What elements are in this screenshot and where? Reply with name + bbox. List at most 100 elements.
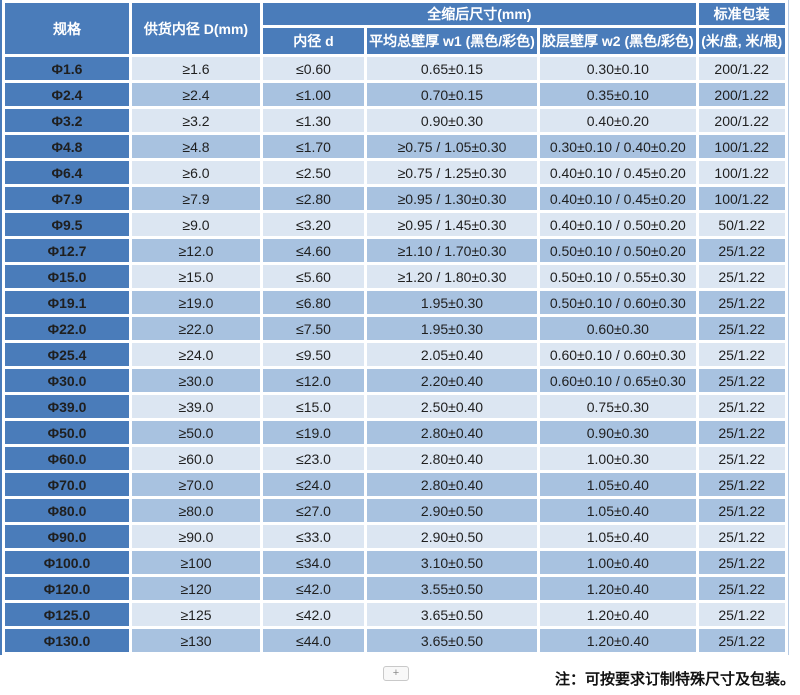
inner-diameter-cell: ≤1.30 <box>263 109 364 132</box>
table-row: Φ25.4 ≥24.0 ≤9.50 2.05±0.40 0.60±0.10 / … <box>5 343 785 366</box>
packaging-cell: 25/1.22 <box>698 447 785 470</box>
header-supply-diameter: 供货内径 D(mm) <box>132 3 260 54</box>
supply-cell: ≥50.0 <box>132 421 260 444</box>
wall-w2-cell: 0.35±0.10 <box>540 83 696 106</box>
wall-w2-cell: 1.00±0.40 <box>540 551 696 574</box>
wall-w1-cell: 2.50±0.40 <box>367 395 537 418</box>
spec-cell: Φ22.0 <box>5 317 129 340</box>
inner-diameter-cell: ≤6.80 <box>263 291 364 314</box>
inner-diameter-cell: ≤7.50 <box>263 317 364 340</box>
packaging-cell: 25/1.22 <box>698 343 785 366</box>
inner-diameter-cell: ≤24.0 <box>263 473 364 496</box>
wall-w2-cell: 1.20±0.40 <box>540 603 696 626</box>
table-row: Φ3.2 ≥3.2 ≤1.30 0.90±0.30 0.40±0.20 200/… <box>5 109 785 132</box>
wall-w2-cell: 0.40±0.10 / 0.45±0.20 <box>540 161 696 184</box>
inner-diameter-cell: ≤23.0 <box>263 447 364 470</box>
supply-cell: ≥80.0 <box>132 499 260 522</box>
spec-cell: Φ39.0 <box>5 395 129 418</box>
spec-cell: Φ130.0 <box>5 629 129 652</box>
supply-cell: ≥1.6 <box>132 57 260 80</box>
packaging-cell: 25/1.22 <box>698 239 785 262</box>
table-row: Φ2.4 ≥2.4 ≤1.00 0.70±0.15 0.35±0.10 200/… <box>5 83 785 106</box>
wall-w2-cell: 1.20±0.40 <box>540 629 696 652</box>
table-body: Φ1.6 ≥1.6 ≤0.60 0.65±0.15 0.30±0.10 200/… <box>5 57 785 652</box>
wall-w1-cell: 1.95±0.30 <box>367 317 537 340</box>
wall-w1-cell: 0.70±0.15 <box>367 83 537 106</box>
packaging-cell: 200/1.22 <box>698 109 785 132</box>
packaging-cell: 25/1.22 <box>698 499 785 522</box>
packaging-cell: 25/1.22 <box>698 369 785 392</box>
wall-w2-cell: 0.60±0.30 <box>540 317 696 340</box>
wall-w1-cell: 1.95±0.30 <box>367 291 537 314</box>
packaging-cell: 100/1.22 <box>698 187 785 210</box>
wall-w1-cell: ≥0.75 / 1.05±0.30 <box>367 135 537 158</box>
packaging-cell: 25/1.22 <box>698 551 785 574</box>
wall-w2-cell: 0.50±0.10 / 0.60±0.30 <box>540 291 696 314</box>
supply-cell: ≥24.0 <box>132 343 260 366</box>
supply-cell: ≥90.0 <box>132 525 260 548</box>
packaging-cell: 25/1.22 <box>698 603 785 626</box>
inner-diameter-cell: ≤4.60 <box>263 239 364 262</box>
supply-cell: ≥30.0 <box>132 369 260 392</box>
packaging-cell: 25/1.22 <box>698 577 785 600</box>
spec-cell: Φ6.4 <box>5 161 129 184</box>
spec-cell: Φ30.0 <box>5 369 129 392</box>
spec-cell: Φ100.0 <box>5 551 129 574</box>
wall-w2-cell: 1.05±0.40 <box>540 473 696 496</box>
expand-button[interactable]: + <box>383 666 409 681</box>
wall-w1-cell: 3.65±0.50 <box>367 603 537 626</box>
spec-cell: Φ2.4 <box>5 83 129 106</box>
wall-w2-cell: 0.40±0.10 / 0.45±0.20 <box>540 187 696 210</box>
packaging-cell: 50/1.22 <box>698 213 785 236</box>
wall-w1-cell: ≥0.95 / 1.45±0.30 <box>367 213 537 236</box>
table-row: Φ15.0 ≥15.0 ≤5.60 ≥1.20 / 1.80±0.30 0.50… <box>5 265 785 288</box>
supply-cell: ≥60.0 <box>132 447 260 470</box>
wall-w2-cell: 0.60±0.10 / 0.65±0.30 <box>540 369 696 392</box>
inner-diameter-cell: ≤27.0 <box>263 499 364 522</box>
spec-cell: Φ12.7 <box>5 239 129 262</box>
spec-cell: Φ25.4 <box>5 343 129 366</box>
wall-w1-cell: 3.65±0.50 <box>367 629 537 652</box>
wall-w1-cell: 2.90±0.50 <box>367 525 537 548</box>
inner-diameter-cell: ≤2.80 <box>263 187 364 210</box>
wall-w2-cell: 0.30±0.10 / 0.40±0.20 <box>540 135 696 158</box>
table-row: Φ30.0 ≥30.0 ≤12.0 2.20±0.40 0.60±0.10 / … <box>5 369 785 392</box>
packaging-cell: 200/1.22 <box>698 83 785 106</box>
header-spec: 规格 <box>5 3 129 54</box>
spec-cell: Φ3.2 <box>5 109 129 132</box>
spec-cell: Φ15.0 <box>5 265 129 288</box>
table-row: Φ12.7 ≥12.0 ≤4.60 ≥1.10 / 1.70±0.30 0.50… <box>5 239 785 262</box>
supply-cell: ≥19.0 <box>132 291 260 314</box>
inner-diameter-cell: ≤42.0 <box>263 603 364 626</box>
wall-w1-cell: ≥0.75 / 1.25±0.30 <box>367 161 537 184</box>
table-row: Φ9.5 ≥9.0 ≤3.20 ≥0.95 / 1.45±0.30 0.40±0… <box>5 213 785 236</box>
table-row: Φ22.0 ≥22.0 ≤7.50 1.95±0.30 0.60±0.30 25… <box>5 317 785 340</box>
inner-diameter-cell: ≤34.0 <box>263 551 364 574</box>
wall-w1-cell: 0.90±0.30 <box>367 109 537 132</box>
wall-w1-cell: 2.80±0.40 <box>367 447 537 470</box>
wall-w1-cell: ≥1.20 / 1.80±0.30 <box>367 265 537 288</box>
packaging-cell: 25/1.22 <box>698 395 785 418</box>
header-avg-wall: 平均总壁厚 w1 (黑色/彩色) <box>367 28 537 54</box>
wall-w1-cell: 3.10±0.50 <box>367 551 537 574</box>
supply-cell: ≥120 <box>132 577 260 600</box>
wall-w1-cell: 0.65±0.15 <box>367 57 537 80</box>
supply-cell: ≥130 <box>132 629 260 652</box>
table-row: Φ130.0 ≥130 ≤44.0 3.65±0.50 1.20±0.40 25… <box>5 629 785 652</box>
packaging-cell: 200/1.22 <box>698 57 785 80</box>
packaging-cell: 25/1.22 <box>698 291 785 314</box>
wall-w1-cell: ≥1.10 / 1.70±0.30 <box>367 239 537 262</box>
supply-cell: ≥100 <box>132 551 260 574</box>
table-row: Φ120.0 ≥120 ≤42.0 3.55±0.50 1.20±0.40 25… <box>5 577 785 600</box>
wall-w2-cell: 0.90±0.30 <box>540 421 696 444</box>
wall-w1-cell: 3.55±0.50 <box>367 577 537 600</box>
inner-diameter-cell: ≤1.70 <box>263 135 364 158</box>
packaging-cell: 25/1.22 <box>698 629 785 652</box>
table-header: 规格 供货内径 D(mm) 全缩后尺寸(mm) 标准包装 内径 d 平均总壁厚 … <box>5 3 785 54</box>
wall-w2-cell: 1.00±0.30 <box>540 447 696 470</box>
inner-diameter-cell: ≤5.60 <box>263 265 364 288</box>
wall-w2-cell: 1.05±0.40 <box>540 525 696 548</box>
wall-w1-cell: ≥0.95 / 1.30±0.30 <box>367 187 537 210</box>
spec-cell: Φ125.0 <box>5 603 129 626</box>
